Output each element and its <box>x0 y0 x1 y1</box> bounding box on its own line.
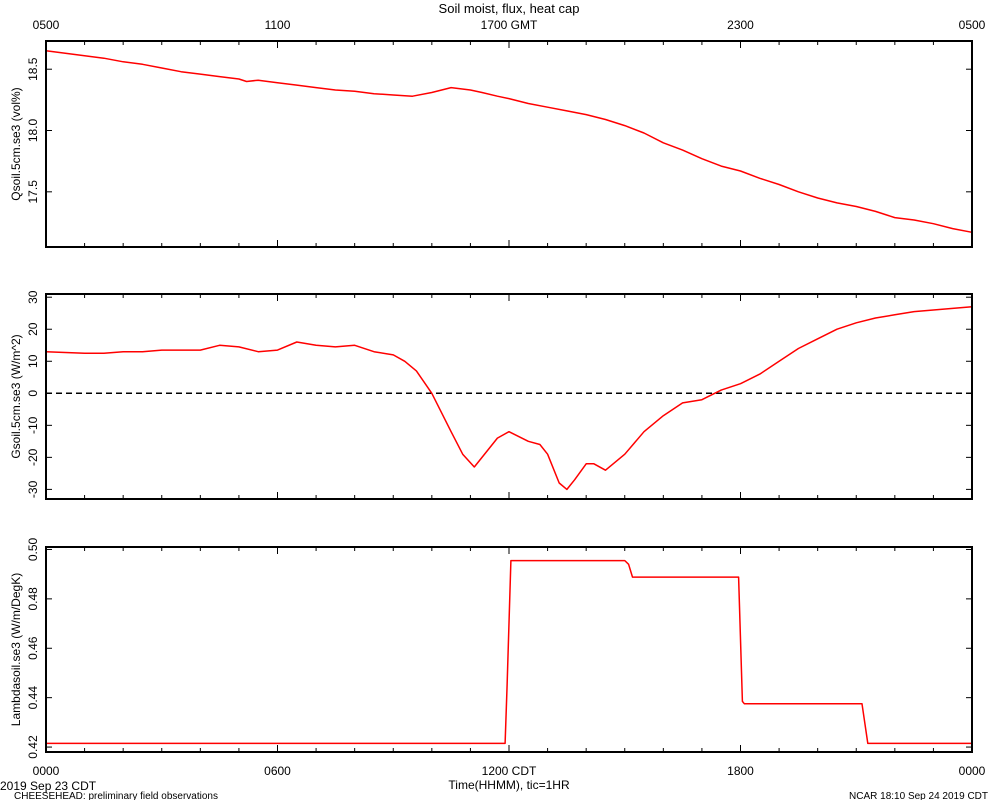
top-tick-label: 1700 GMT <box>481 18 538 32</box>
y-tick-label: 18.5 <box>26 57 40 81</box>
bottom-tick-label: 0600 <box>264 764 291 778</box>
y-tick-label: -30 <box>26 480 40 498</box>
chart-title: Soil moist, flux, heat cap <box>439 1 580 16</box>
bottom-tick-label: 1800 <box>727 764 754 778</box>
top-tick-label: 2300 <box>727 18 754 32</box>
series-line <box>46 559 972 745</box>
bottom-tick-label: 0000 <box>33 764 60 778</box>
y-tick-label: 30 <box>26 290 40 304</box>
y-axis-label: Qsoil.5cm.se3 (vol%) <box>9 87 23 200</box>
y-tick-label: 0.48 <box>26 587 40 611</box>
top-time-axis: 0500 1100 1700 GMT 2300 0500 <box>33 18 986 32</box>
footer-project: CHEESEHEAD: preliminary field observatio… <box>14 791 218 800</box>
y-tick-label: 0.42 <box>26 735 40 759</box>
y-tick-label: -10 <box>26 416 40 434</box>
y-axis-label: Gsoil.5cm.se3 (W/m^2) <box>9 334 23 458</box>
plot-frame <box>45 293 973 500</box>
bottom-time-axis: 0000 0600 1200 CDT 1800 0000 <box>33 764 986 778</box>
footer-date: 2019 Sep 23 CDT <box>0 779 97 793</box>
y-tick-label: 17.5 <box>26 180 40 204</box>
x-axis-label: Time(HHMM), tic=1HR <box>448 778 570 792</box>
y-tick-label: 20 <box>26 322 40 336</box>
y-tick-label: -20 <box>26 448 40 466</box>
bottom-tick-label: 1200 CDT <box>482 764 537 778</box>
y-tick-label: 0.44 <box>26 686 40 710</box>
y-tick-label: 0 <box>26 390 40 397</box>
y-tick-label: 0.46 <box>26 636 40 660</box>
footer-stamp: NCAR 18:10 Sep 24 2019 CDT <box>849 791 988 800</box>
top-tick-label: 1100 <box>265 18 291 32</box>
y-tick-label: 10 <box>26 354 40 368</box>
y-tick-label: 18.0 <box>26 119 40 143</box>
panel-2: -30 -20 -10 0 10 20 30 Gsoil.5cm.se3 (W/m^2) <box>9 290 973 500</box>
series-line <box>45 306 973 491</box>
plot-frame <box>45 40 973 248</box>
series-line <box>45 50 973 234</box>
plot-frame <box>45 546 973 753</box>
y-axis-label: Lambdasoil.se3 (W/m/DegK) <box>9 573 23 726</box>
top-tick-label: 0500 <box>959 18 986 32</box>
top-tick-label: 0500 <box>33 18 60 32</box>
bottom-tick-label: 0000 <box>959 764 986 778</box>
y-tick-label: 0.50 <box>26 537 40 561</box>
